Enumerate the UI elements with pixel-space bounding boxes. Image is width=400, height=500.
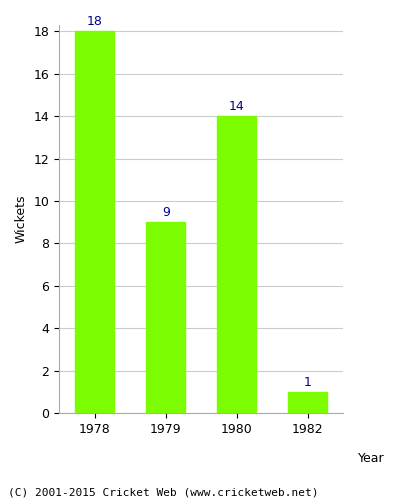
Bar <box>75 31 114 413</box>
Text: 1: 1 <box>304 376 312 388</box>
Bar <box>288 392 327 413</box>
Text: Year: Year <box>358 452 385 465</box>
Bar <box>146 222 185 413</box>
Y-axis label: Wickets: Wickets <box>15 194 28 243</box>
Text: (C) 2001-2015 Cricket Web (www.cricketweb.net): (C) 2001-2015 Cricket Web (www.cricketwe… <box>8 488 318 498</box>
Text: 14: 14 <box>229 100 245 113</box>
Text: 9: 9 <box>162 206 170 219</box>
Bar <box>217 116 256 413</box>
Text: 18: 18 <box>87 15 103 28</box>
